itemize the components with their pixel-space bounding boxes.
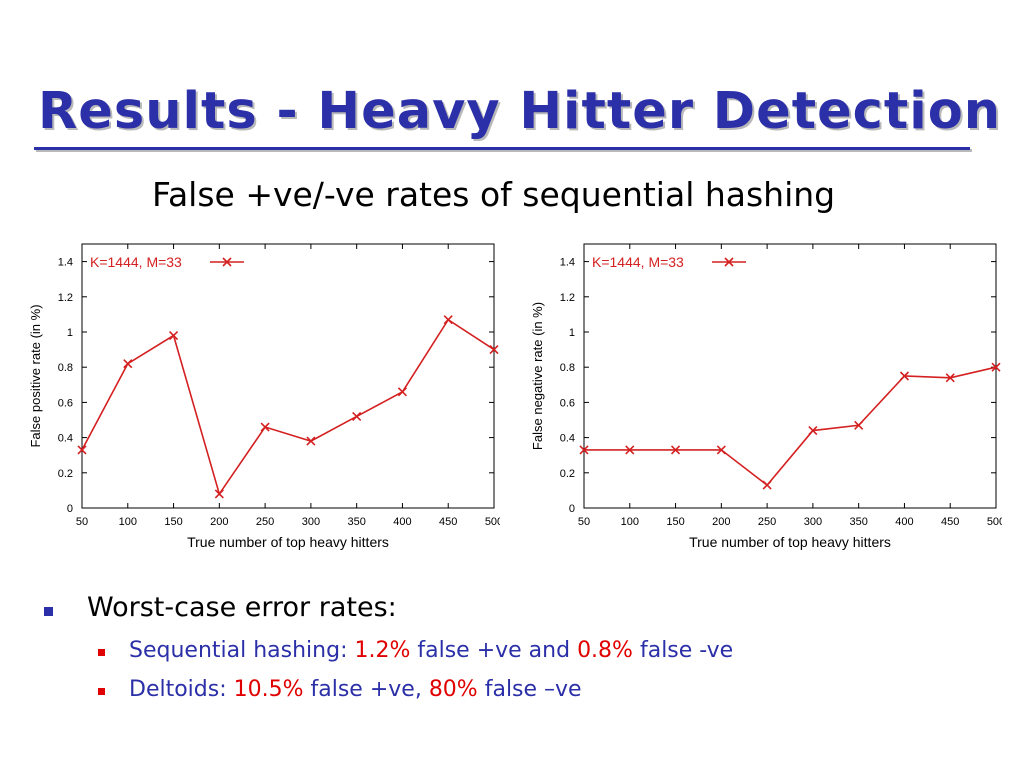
legend-marker	[724, 257, 734, 267]
data-point	[306, 436, 316, 446]
sub-bullet-square-icon	[98, 688, 105, 695]
x-tick-label: 450	[941, 516, 959, 528]
y-tick-label: 0.2	[560, 468, 575, 480]
y-tick-label: 1	[67, 327, 73, 339]
y-tick-label: 1.4	[58, 257, 73, 269]
data-point	[168, 330, 179, 341]
y-tick-label: 0.8	[560, 362, 575, 374]
x-axis-label: True number of top heavy hitters	[187, 534, 389, 550]
data-point	[670, 445, 681, 455]
slide-title: Results - Heavy Hitter Detection	[38, 82, 1002, 141]
y-axis-label: False positive rate (in %)	[28, 304, 43, 447]
false-negative-chart: 0 0.2 0.4 0.6 0.8 1 1.2 1.4 50 100 150 200 250 300 350…	[530, 243, 1002, 550]
x-tick-label: 300	[804, 516, 822, 528]
data-point	[260, 422, 270, 432]
deltoids-fp-value: 10.5%	[233, 677, 304, 702]
data-point	[808, 425, 818, 436]
x-tick-label: 500	[485, 516, 500, 528]
x-tick-label: 400	[895, 516, 913, 528]
data-point	[352, 411, 362, 422]
deltoids-label: Deltoids:	[129, 677, 234, 702]
x-tick-label: 250	[758, 516, 776, 528]
y-tick-label: 0.8	[58, 362, 73, 374]
data-point	[123, 359, 133, 369]
y-tick-label: 0.4	[58, 433, 73, 445]
false-positive-chart: 0 0.2 0.4 0.6 0.8 1 1.2 1.4 50 100 150 200 250 300 350…	[28, 243, 500, 550]
x-tick-label: 400	[393, 516, 411, 528]
y-tick-label: 1.2	[58, 292, 73, 304]
data-point	[762, 480, 772, 490]
seq-fp-value: 1.2%	[354, 638, 411, 663]
title-underline	[34, 147, 970, 150]
x-tick-label: 500	[987, 516, 1002, 528]
data-point	[443, 315, 453, 325]
y-tick-label: 0.6	[560, 397, 575, 409]
y-tick-label: 0.2	[58, 468, 73, 480]
y-axis-label: False negative rate (in %)	[530, 302, 545, 450]
x-tick-label: 350	[849, 516, 867, 528]
x-tick-label: 350	[347, 516, 365, 528]
legend-marker	[222, 257, 232, 267]
data-point	[716, 445, 726, 455]
data-point	[991, 362, 1001, 372]
data-point	[214, 489, 224, 499]
legend-label: K=1444, M=33	[90, 254, 182, 270]
y-tick-label: 1	[569, 327, 575, 339]
data-point	[489, 345, 499, 355]
x-tick-label: 150	[666, 516, 684, 528]
legend-label: K=1444, M=33	[592, 254, 684, 270]
bullet-square-icon	[44, 607, 53, 616]
seq-label: Sequential hashing:	[129, 638, 355, 663]
y-tick-label: 0	[67, 503, 73, 515]
sub-bullet-square-icon	[98, 649, 105, 656]
bullet-worst-case-text: Worst-case error rates:	[87, 592, 397, 623]
y-tick-label: 0.4	[560, 433, 575, 445]
series-line	[81, 318, 495, 496]
y-tick-label: 1.4	[560, 257, 575, 269]
data-point	[945, 373, 955, 383]
y-tick-label: 1.2	[560, 292, 575, 304]
x-tick-label: 50	[76, 516, 88, 528]
data-point	[397, 387, 408, 397]
y-tick-label: 0	[569, 503, 575, 515]
x-tick-label: 100	[119, 516, 137, 528]
deltoids-text-1: false +ve,	[303, 677, 429, 702]
x-tick-label: 100	[621, 516, 639, 528]
series-line	[584, 366, 997, 487]
x-tick-label: 250	[256, 516, 274, 528]
x-tick-label: 150	[164, 516, 182, 528]
data-point	[579, 445, 589, 455]
y-tick-label: 0.6	[58, 397, 73, 409]
deltoids-fn-value: 80%	[428, 677, 478, 702]
x-tick-label: 450	[439, 516, 457, 528]
plot-frame	[583, 243, 997, 509]
x-tick-label: 300	[302, 516, 320, 528]
data-point	[625, 445, 635, 455]
plot-frame	[81, 243, 495, 509]
slide-subtitle: False +ve/-ve rates of sequential hashin…	[152, 175, 836, 214]
seq-text-2: false -ve	[632, 638, 734, 663]
data-point	[77, 445, 87, 455]
seq-fn-value: 0.8%	[577, 638, 633, 663]
x-axis-label: True number of top heavy hitters	[689, 534, 891, 550]
x-tick-label: 200	[712, 516, 730, 528]
data-point	[854, 420, 864, 430]
x-tick-label: 50	[578, 516, 590, 528]
x-tick-label: 200	[210, 516, 228, 528]
seq-text-1: false +ve and	[410, 638, 578, 663]
deltoids-text-2: false –ve	[477, 677, 582, 702]
data-point	[899, 371, 910, 381]
